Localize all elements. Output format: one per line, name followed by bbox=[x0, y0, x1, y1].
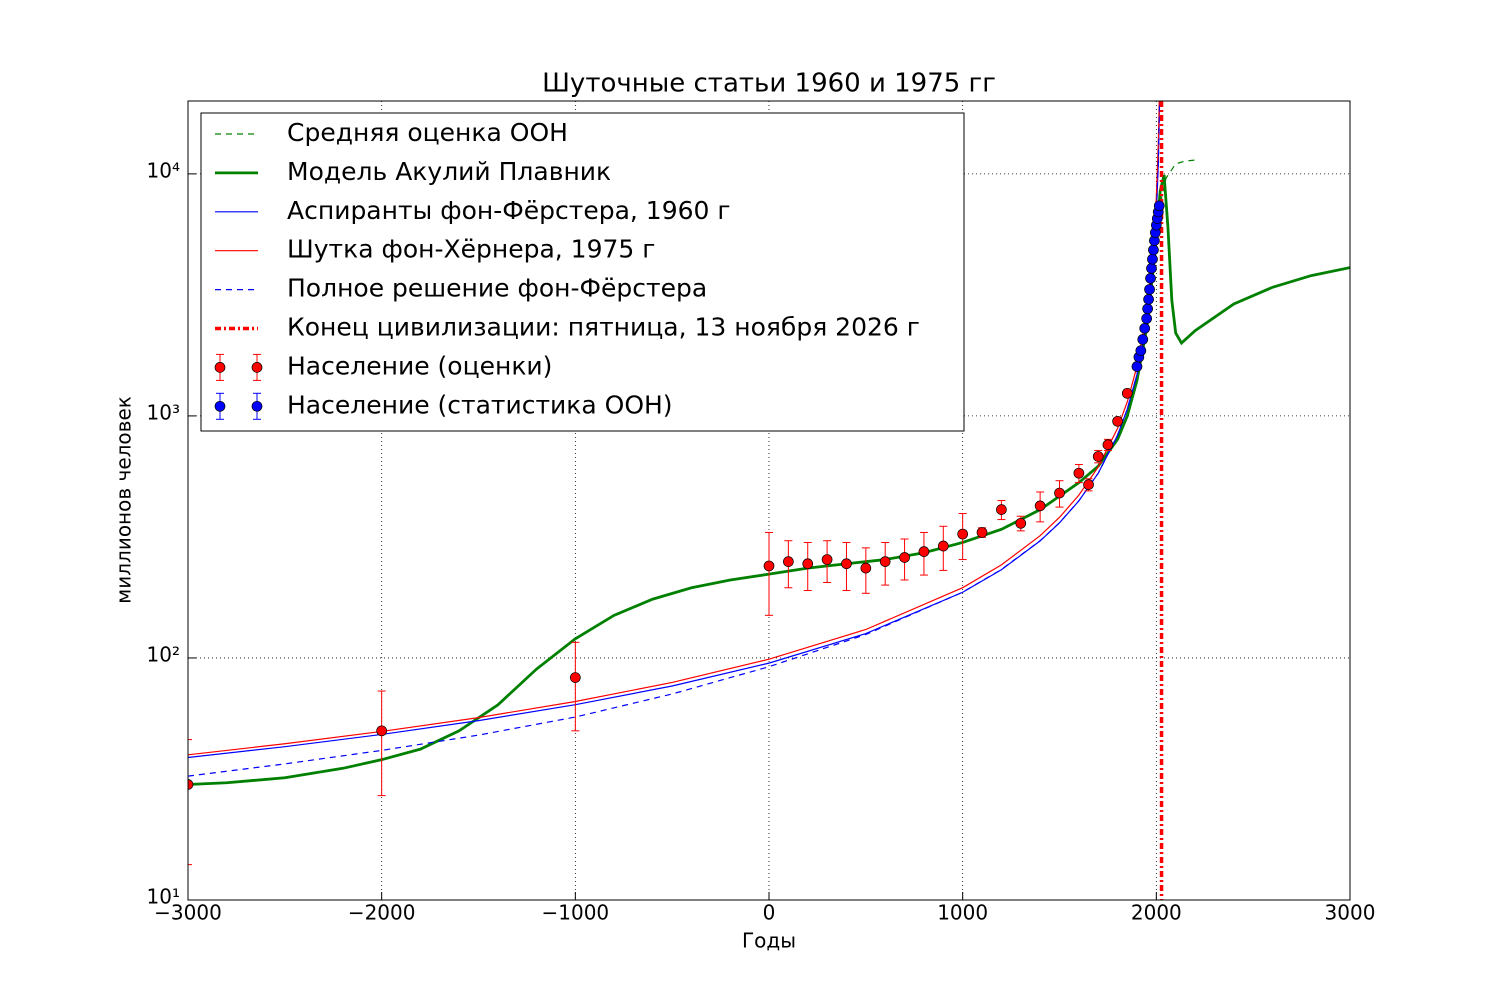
data-point bbox=[957, 528, 969, 540]
data-point bbox=[976, 527, 988, 538]
x-axis-label: Годы bbox=[742, 929, 796, 953]
y-axis-label: миллионов человек bbox=[112, 396, 136, 604]
data-point bbox=[1144, 284, 1155, 295]
data-point bbox=[1083, 479, 1094, 490]
data-point bbox=[1141, 313, 1153, 324]
data-point bbox=[1121, 387, 1133, 399]
data-point bbox=[1148, 244, 1159, 256]
legend-label: Население (статистика ООН) bbox=[287, 390, 673, 419]
data-point bbox=[1092, 451, 1104, 462]
y-tick-label: 10⁴ bbox=[147, 158, 180, 182]
x-tick-label: −3000 bbox=[154, 901, 222, 925]
data-point bbox=[1146, 263, 1157, 274]
x-tick-label: 2000 bbox=[1131, 901, 1182, 925]
data-point bbox=[376, 725, 388, 737]
data-point bbox=[879, 556, 891, 567]
legend-label: Средняя оценка ООН bbox=[287, 118, 568, 147]
legend-box bbox=[200, 112, 965, 432]
data-point bbox=[1143, 294, 1154, 305]
legend-label: Конец цивилизации: пятница, 13 ноября 20… bbox=[287, 313, 920, 342]
x-tick-label: −2000 bbox=[348, 901, 416, 925]
data-point bbox=[1073, 467, 1085, 479]
legend-label: Полное решение фон-Фёрстера bbox=[287, 274, 707, 303]
legend: Средняя оценка ООН Модель Акулий Плавник А… bbox=[200, 112, 965, 432]
data-point bbox=[802, 558, 814, 570]
data-point bbox=[1102, 439, 1114, 451]
series-line bbox=[1157, 159, 1196, 213]
legend-label: Население (оценки) bbox=[287, 351, 552, 380]
data-point bbox=[841, 558, 852, 570]
data-point bbox=[763, 560, 775, 572]
data-point bbox=[1139, 323, 1151, 334]
data-point bbox=[783, 556, 794, 567]
x-tick-label: −1000 bbox=[542, 901, 610, 925]
data-point bbox=[1015, 517, 1027, 529]
data-point bbox=[821, 554, 833, 565]
legend-marker bbox=[251, 362, 263, 373]
legend-marker bbox=[214, 362, 226, 373]
data-point bbox=[1142, 303, 1153, 315]
data-point bbox=[1112, 415, 1123, 427]
x-tick-label: 1000 bbox=[937, 901, 988, 925]
plot-area bbox=[188, 101, 1350, 900]
legend-label: Модель Акулий Плавник bbox=[287, 157, 611, 186]
data-point bbox=[1034, 500, 1046, 512]
x-tick-label: 3000 bbox=[1325, 901, 1376, 925]
data-point bbox=[996, 504, 1007, 515]
data-point bbox=[1137, 334, 1149, 345]
data-point bbox=[1135, 345, 1147, 357]
data-point bbox=[188, 779, 194, 790]
legend-label: Шутка фон-Хёрнера, 1975 г bbox=[287, 235, 655, 264]
data-point bbox=[1131, 361, 1143, 372]
data-point bbox=[1153, 200, 1165, 212]
data-point bbox=[918, 546, 930, 557]
legend-label: Аспиранты фон-Фёрстера, 1960 г bbox=[287, 196, 731, 225]
data-point bbox=[1054, 487, 1065, 499]
chart-title: Шуточные статьи 1960 и 1975 гг bbox=[542, 69, 996, 99]
legend-marker bbox=[214, 400, 226, 412]
data-point bbox=[569, 672, 581, 683]
data-point bbox=[937, 540, 949, 552]
y-tick-label: 10² bbox=[147, 642, 180, 666]
x-tick-label: 0 bbox=[763, 901, 776, 925]
data-point bbox=[860, 562, 872, 574]
y-tick-label: 10³ bbox=[147, 400, 180, 424]
data-point bbox=[1147, 253, 1158, 265]
data-point bbox=[899, 552, 910, 563]
data-point bbox=[1145, 273, 1156, 284]
legend-marker bbox=[251, 400, 263, 412]
y-tick-label: 10¹ bbox=[147, 885, 180, 909]
ticks: −3000 −2000 −1000 0 1000 2000 3000 10¹ 10² 10³ 10⁴ bbox=[147, 158, 1376, 924]
series-line bbox=[188, 174, 1350, 786]
